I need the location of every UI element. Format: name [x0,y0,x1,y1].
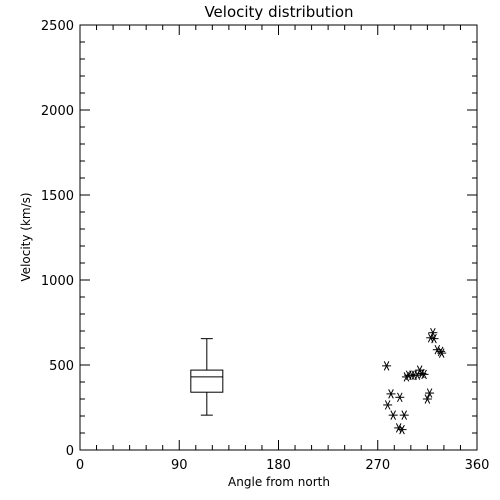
data-point [428,327,438,338]
chart-title: Velocity distribution [204,3,353,21]
x-tick-label: 180 [266,458,291,473]
box-iqr [190,369,224,393]
y-tick-label: 500 [49,359,74,374]
data-point [397,424,407,435]
x-tick-label: 0 [76,458,84,473]
data-point [429,333,439,344]
data-point [394,423,404,433]
y-tick-label: 2000 [41,104,74,119]
velocity-boxplot [190,338,224,416]
data-point [395,392,405,403]
data-point [425,388,435,398]
data-point [419,369,429,380]
y-axis: 0 500 1000 1500 2000 2500 [41,19,477,459]
data-point [437,348,447,358]
y-tick-label: 0 [66,444,74,459]
plot-frame [79,24,478,451]
x-tick-label: 270 [365,458,390,473]
data-point [383,400,393,410]
x-tick-label: 90 [171,458,188,473]
x-axis: 0 90 180 270 360 [76,25,490,473]
data-point [422,394,432,404]
data-point [386,389,396,399]
y-tick-label: 2500 [41,19,74,34]
data-point [382,361,392,371]
y-tick-label: 1000 [41,274,74,289]
scatter-points [382,327,447,435]
data-point [388,410,398,420]
y-tick-label: 1500 [41,189,74,204]
y-axis-title: Velocity (km/s) [19,192,33,281]
x-tick-label: 360 [465,458,490,473]
data-point [399,410,409,420]
x-axis-title: Angle from north [228,475,330,489]
